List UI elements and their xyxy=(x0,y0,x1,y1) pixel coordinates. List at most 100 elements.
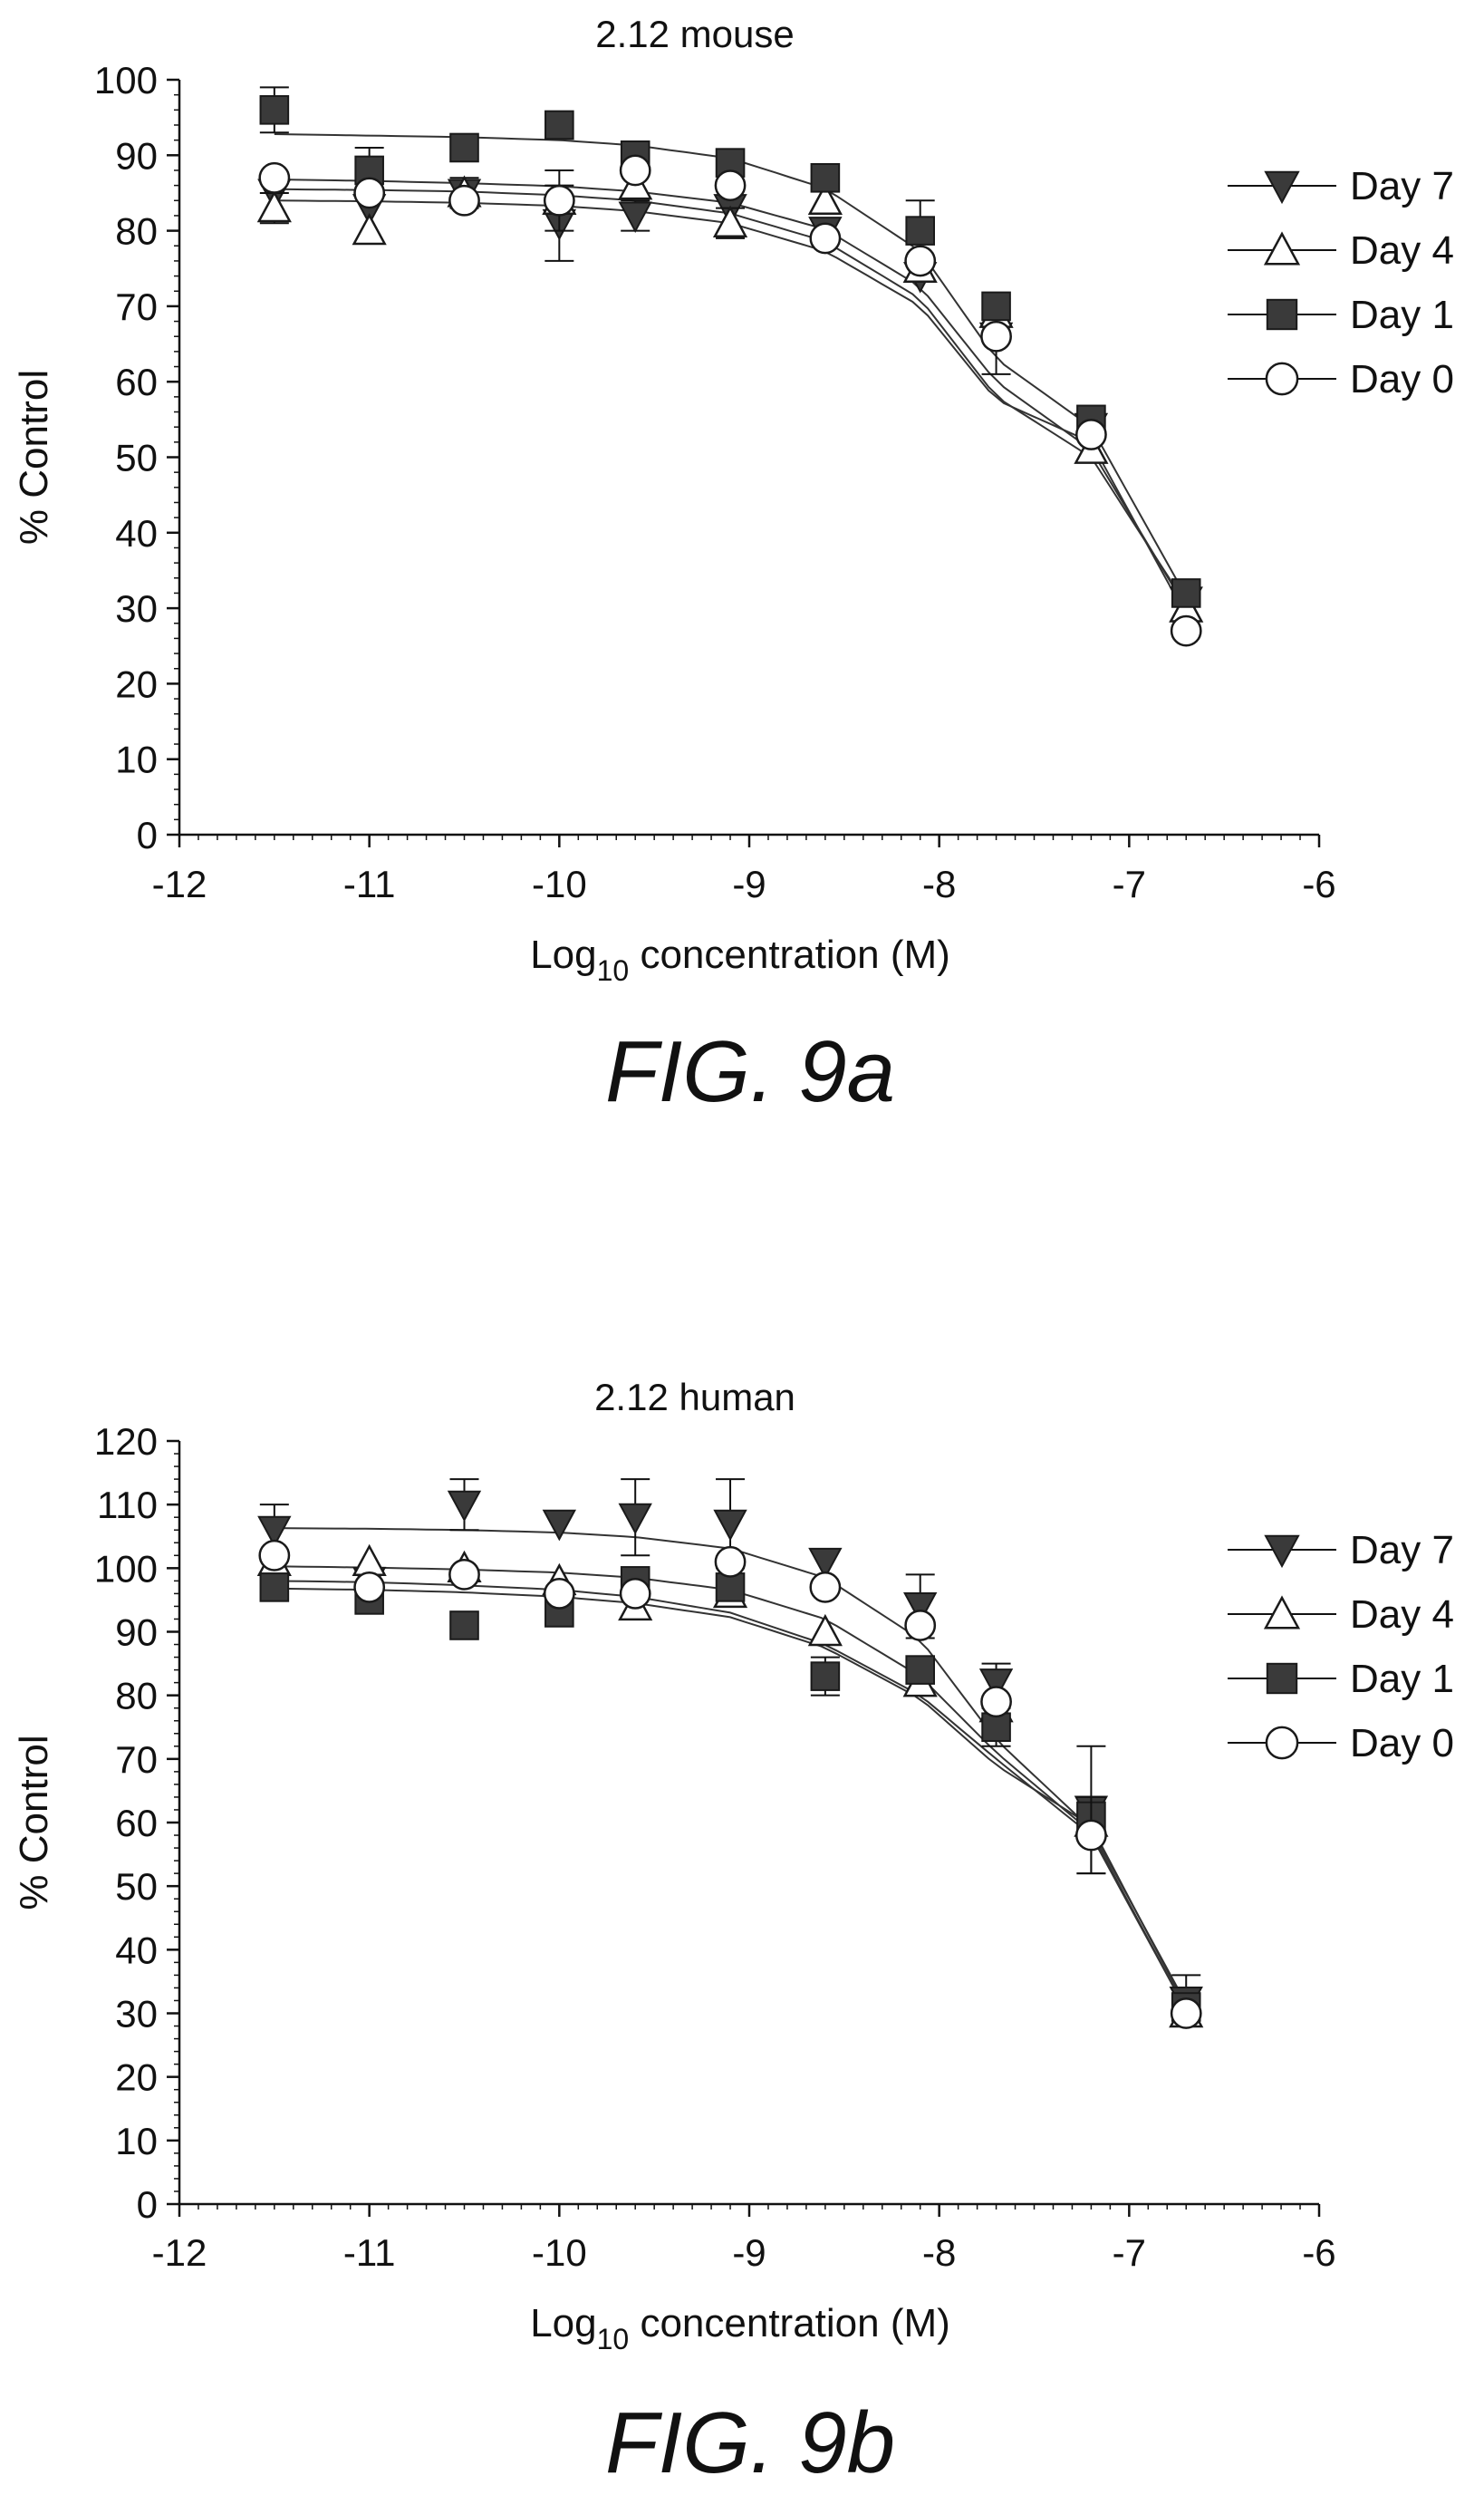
x-tick-label: -7 xyxy=(1113,2231,1146,2274)
y-tick-label: 30 xyxy=(115,587,158,630)
point-day-0 xyxy=(904,1610,937,1641)
point-day-0 xyxy=(714,169,747,202)
x-tick-label: -12 xyxy=(152,2231,207,2274)
chart-title: 2.12 mouse xyxy=(595,13,794,55)
y-axis-label: % Control xyxy=(12,370,56,545)
y-axis-label: % Control xyxy=(12,1735,56,1910)
y-tick-label: 120 xyxy=(94,1420,158,1463)
point-day-0 xyxy=(980,320,1012,353)
y-tick-label: 10 xyxy=(115,739,158,781)
y-tick-label: 80 xyxy=(115,210,158,253)
legend-marker-day-0 xyxy=(1265,362,1299,396)
point-day-7 xyxy=(542,1509,577,1542)
point-day-1 xyxy=(449,132,479,163)
x-tick-label: -8 xyxy=(922,2231,956,2274)
x-axis-label-rest: concentration (M) xyxy=(629,933,950,977)
y-tick-label: 50 xyxy=(115,1865,158,1908)
x-tick-label: -12 xyxy=(152,863,207,905)
point-day-0 xyxy=(448,1558,480,1591)
fit-curve-day-4 xyxy=(274,179,1188,609)
legend-marker-day-4 xyxy=(1263,1595,1301,1629)
point-day-7 xyxy=(903,1591,938,1624)
point-day-1 xyxy=(981,1712,1011,1743)
legend-label-day-4: Day 4 xyxy=(1350,1592,1454,1637)
legend-marker-day-0 xyxy=(1265,1726,1299,1760)
y-tick-label: 20 xyxy=(115,662,158,705)
point-day-0 xyxy=(1075,1819,1107,1852)
x-tick-label: -11 xyxy=(343,2231,396,2274)
point-day-4 xyxy=(256,189,292,223)
point-day-0 xyxy=(448,184,480,217)
y-tick-label: 0 xyxy=(137,2183,158,2226)
point-day-7 xyxy=(978,1668,1014,1700)
x-axis-label-main: Log xyxy=(530,2301,596,2345)
y-tick-label: 60 xyxy=(115,1802,158,1844)
point-day-1 xyxy=(1171,578,1201,608)
chart-2-12-mouse: 2.12 mouse 0 10 20 30 40 50 60 70 80 90 100 -12 -11 -1… xyxy=(12,13,1454,1120)
point-day-0 xyxy=(809,1571,842,1603)
point-day-1 xyxy=(259,95,290,125)
point-day-4 xyxy=(807,1613,843,1647)
fit-curve-day-1 xyxy=(274,1587,1188,2007)
y-tick-label: 70 xyxy=(115,285,158,328)
figure-label: FIG. 9a xyxy=(605,1023,895,1120)
point-day-0 xyxy=(543,184,575,217)
point-day-1 xyxy=(810,162,841,193)
fit-curve-day-0 xyxy=(274,1565,1188,2011)
x-tick-label: -8 xyxy=(922,863,956,905)
y-tick-label: 100 xyxy=(94,1547,158,1590)
x-axis-label-subscript: 10 xyxy=(597,2323,630,2355)
point-day-0 xyxy=(1170,614,1202,647)
point-day-7 xyxy=(447,1490,482,1523)
legend-label-day-1: Day 1 xyxy=(1350,293,1454,337)
point-day-1 xyxy=(354,155,384,186)
point-day-1 xyxy=(259,1572,290,1602)
y-tick-label: 20 xyxy=(115,2056,158,2099)
y-tick-label: 70 xyxy=(115,1738,158,1781)
x-axis-label: Log10 concentration (M) xyxy=(530,2301,950,2355)
legend-label-day-1: Day 1 xyxy=(1350,1657,1454,1701)
x-tick-label: -9 xyxy=(732,2231,766,2274)
y-tick-label: 0 xyxy=(137,814,158,856)
y-tick-label: 60 xyxy=(115,361,158,403)
point-day-1 xyxy=(905,1655,936,1685)
point-day-1 xyxy=(449,1610,479,1640)
x-axis-label-subscript: 10 xyxy=(597,954,630,987)
point-day-0 xyxy=(1075,419,1107,450)
point-day-1 xyxy=(810,1661,841,1691)
y-tick-label: 40 xyxy=(115,1929,158,1971)
point-day-0 xyxy=(980,1686,1012,1718)
x-axis-label-main: Log xyxy=(530,933,596,977)
point-day-7 xyxy=(808,1547,843,1580)
y-tick-label: 90 xyxy=(115,134,158,177)
legend-label-day-0: Day 0 xyxy=(1350,1721,1454,1765)
point-day-4 xyxy=(352,1543,387,1577)
point-day-0 xyxy=(543,1578,575,1610)
point-day-7 xyxy=(618,201,652,234)
y-tick-label: 110 xyxy=(97,1484,158,1526)
y-tick-label: 50 xyxy=(115,437,158,479)
point-day-0 xyxy=(1170,1997,1202,2029)
chart-title: 2.12 human xyxy=(594,1376,795,1418)
x-axis-label-rest: concentration (M) xyxy=(629,2301,950,2345)
legend-label-day-0: Day 0 xyxy=(1350,357,1454,401)
point-day-0 xyxy=(353,1571,386,1603)
point-day-0 xyxy=(904,245,937,277)
point-day-0 xyxy=(353,177,386,209)
point-day-1 xyxy=(544,110,574,140)
legend-marker-day-1 xyxy=(1266,1662,1298,1695)
fit-curve-day-0 xyxy=(274,199,1188,616)
y-tick-label: 90 xyxy=(115,1611,158,1654)
legend-marker-day-7 xyxy=(1264,170,1300,205)
point-day-0 xyxy=(809,222,842,255)
legend-marker-day-7 xyxy=(1264,1534,1300,1569)
legend-label-day-7: Day 7 xyxy=(1350,1528,1454,1572)
point-day-7 xyxy=(618,1503,652,1535)
point-day-4 xyxy=(712,205,748,237)
point-day-1 xyxy=(905,216,936,246)
x-tick-label: -11 xyxy=(343,863,396,905)
point-day-0 xyxy=(619,154,651,187)
point-day-7 xyxy=(713,1509,747,1542)
point-day-4 xyxy=(807,182,843,215)
